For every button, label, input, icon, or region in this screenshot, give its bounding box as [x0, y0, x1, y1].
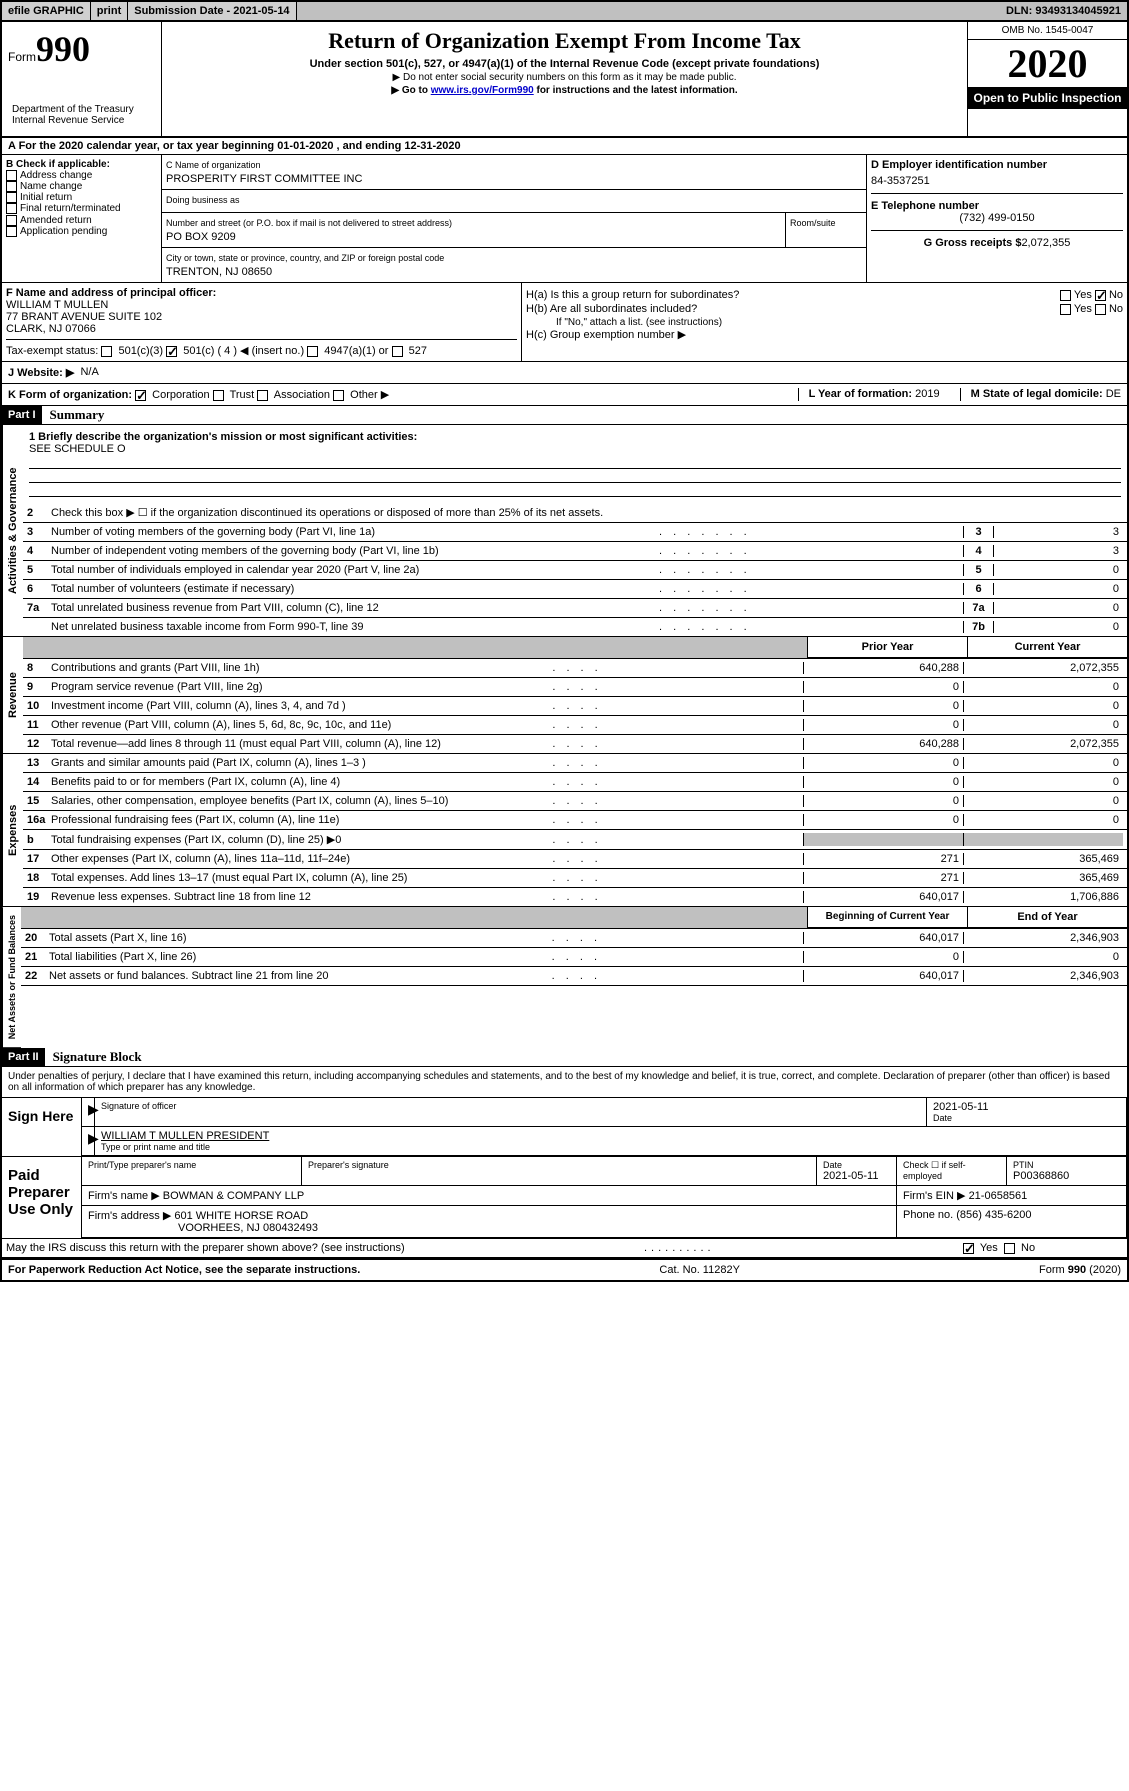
form-page: efile GRAPHIC print Submission Date - 20… — [0, 0, 1129, 1282]
topbar: efile GRAPHIC print Submission Date - 20… — [2, 2, 1127, 22]
box-f: F Name and address of principal officer:… — [2, 283, 522, 361]
tax-year: 2020 — [968, 40, 1127, 87]
box-deg: D Employer identification number 84-3537… — [867, 155, 1127, 282]
box-b: B Check if applicable: Address change Na… — [2, 155, 162, 282]
perjury-statement: Under penalties of perjury, I declare th… — [2, 1067, 1127, 1098]
gross-receipts: 2,072,355 — [1021, 237, 1070, 249]
street-address: PO BOX 9209 — [166, 231, 781, 243]
summary-line: bTotal fundraising expenses (Part IX, co… — [23, 830, 1127, 850]
summary-line: 3Number of voting members of the governi… — [23, 523, 1127, 542]
sign-date: 2021-05-11 — [933, 1101, 988, 1113]
summary-line: 12Total revenue—add lines 8 through 11 (… — [23, 735, 1127, 754]
part-i-header: Part I Summary — [2, 406, 1127, 425]
ein: 84-3537251 — [871, 175, 1123, 187]
website: N/A — [80, 366, 98, 379]
footer: For Paperwork Reduction Act Notice, see … — [2, 1258, 1127, 1280]
form-version: Form 990 (2020) — [1039, 1264, 1121, 1276]
ptin: P00368860 — [1013, 1170, 1069, 1182]
city-address: TRENTON, NJ 08650 — [166, 266, 862, 278]
year-formation: 2019 — [915, 388, 939, 400]
summary-line: 8Contributions and grants (Part VIII, li… — [23, 659, 1127, 678]
title-area: Return of Organization Exempt From Incom… — [162, 22, 967, 136]
firm-ein: 21-0658561 — [969, 1190, 1028, 1202]
summary-line: 22Net assets or fund balances. Subtract … — [21, 967, 1127, 986]
sign-here-block: Sign Here ▶ Signature of officer 2021-05… — [2, 1098, 1127, 1157]
checkbox-corporation[interactable] — [135, 390, 146, 401]
summary-line: 16aProfessional fundraising fees (Part I… — [23, 811, 1127, 830]
summary-line: 17Other expenses (Part IX, column (A), l… — [23, 850, 1127, 869]
summary-line: 14Benefits paid to or for members (Part … — [23, 773, 1127, 792]
activities-governance: Activities & Governance 1 Briefly descri… — [2, 425, 1127, 637]
summary-line: Net unrelated business taxable income fr… — [23, 618, 1127, 637]
year-box: OMB No. 1545-0047 2020 Open to Public In… — [967, 22, 1127, 136]
form-number-box: Form990 Department of the Treasury Inter… — [2, 22, 162, 136]
department: Department of the Treasury Internal Reve… — [8, 100, 155, 130]
form-title: Return of Organization Exempt From Incom… — [168, 28, 961, 54]
box-h: H(a) Is this a group return for subordin… — [522, 283, 1127, 361]
omb-number: OMB No. 1545-0047 — [968, 22, 1127, 40]
summary-line: 9Program service revenue (Part VIII, lin… — [23, 678, 1127, 697]
header: Form990 Department of the Treasury Inter… — [2, 22, 1127, 138]
net-assets-section: Net Assets or Fund Balances Beginning of… — [2, 907, 1127, 1048]
summary-line: 4Number of independent voting members of… — [23, 542, 1127, 561]
summary-line: 21Total liabilities (Part X, line 26). .… — [21, 948, 1127, 967]
checkbox-discuss-yes[interactable] — [963, 1243, 974, 1254]
officer-name-title: WILLIAM T MULLEN PRESIDENT — [101, 1130, 269, 1142]
checkbox-501c4[interactable] — [166, 346, 177, 357]
row-a: A For the 2020 calendar year, or tax yea… — [2, 138, 1127, 155]
row-k: K Form of organization: Corporation Trus… — [2, 384, 1127, 406]
mission: SEE SCHEDULE O — [29, 443, 126, 455]
discuss-row: May the IRS discuss this return with the… — [2, 1239, 1127, 1258]
checkbox-ha-no[interactable] — [1095, 290, 1106, 301]
print-button[interactable]: print — [91, 2, 128, 20]
summary-line: 18Total expenses. Add lines 13–17 (must … — [23, 869, 1127, 888]
row-i: Tax-exempt status: 501(c)(3) 501(c) ( 4 … — [6, 344, 517, 357]
irs-link[interactable]: www.irs.gov/Form990 — [431, 85, 534, 96]
expenses-section: Expenses 13Grants and similar amounts pa… — [2, 754, 1127, 907]
summary-line: 6Total number of volunteers (estimate if… — [23, 580, 1127, 599]
summary-line: 13Grants and similar amounts paid (Part … — [23, 754, 1127, 773]
telephone: (732) 499-0150 — [871, 212, 1123, 224]
summary-line: 15Salaries, other compensation, employee… — [23, 792, 1127, 811]
state-domicile: DE — [1106, 388, 1121, 400]
revenue-section: Revenue Prior Year Current Year 8Contrib… — [2, 637, 1127, 754]
org-name: PROSPERITY FIRST COMMITTEE INC — [166, 173, 862, 185]
summary-line: 19Revenue less expenses. Subtract line 1… — [23, 888, 1127, 907]
form-subtitle: Under section 501(c), 527, or 4947(a)(1)… — [168, 58, 961, 70]
submission-date: Submission Date - 2021-05-14 — [128, 2, 296, 20]
row-j: J Website: ▶ N/A — [2, 362, 1127, 384]
firm-name: BOWMAN & COMPANY LLP — [163, 1190, 304, 1202]
summary-line: 10Investment income (Part VIII, column (… — [23, 697, 1127, 716]
summary-line: 5Total number of individuals employed in… — [23, 561, 1127, 580]
efile-label: efile GRAPHIC — [2, 2, 91, 20]
part-ii-header: Part II Signature Block — [2, 1048, 1127, 1067]
note-1: ▶ Do not enter social security numbers o… — [168, 72, 961, 83]
box-c: C Name of organization PROSPERITY FIRST … — [162, 155, 867, 282]
officer-name: WILLIAM T MULLEN — [6, 299, 108, 311]
summary-line: 11Other revenue (Part VIII, column (A), … — [23, 716, 1127, 735]
firm-phone: (856) 435-6200 — [956, 1209, 1031, 1221]
summary-line: 7aTotal unrelated business revenue from … — [23, 599, 1127, 618]
note-2: ▶ Go to www.irs.gov/Form990 for instruct… — [168, 85, 961, 96]
section-bcd: B Check if applicable: Address change Na… — [2, 155, 1127, 283]
paid-preparer-block: Paid Preparer Use Only Print/Type prepar… — [2, 1157, 1127, 1239]
section-fh: F Name and address of principal officer:… — [2, 283, 1127, 362]
inspection-badge: Open to Public Inspection — [968, 87, 1127, 109]
summary-line: 20Total assets (Part X, line 16). . . . … — [21, 929, 1127, 948]
dln: DLN: 93493134045921 — [1000, 2, 1127, 20]
